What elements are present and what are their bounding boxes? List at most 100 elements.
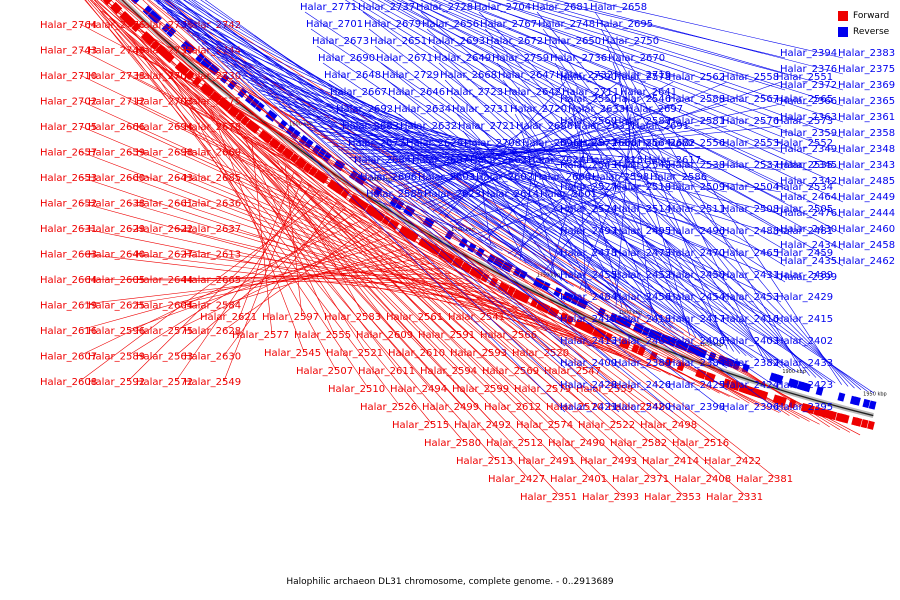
- reverse-gene-leader: [368, 0, 786, 235]
- reverse-gene-leader: [200, 0, 782, 391]
- forward-gene-label: Halar_2422: [704, 456, 761, 467]
- reverse-gene-label: Halar_2543: [560, 160, 617, 171]
- forward-gene-arrow: [240, 115, 250, 126]
- forward-gene-label: Halar_2547: [544, 366, 601, 377]
- forward-gene-label: Halar_2644: [136, 275, 193, 286]
- reverse-gene-label: Halar_2425: [668, 380, 725, 391]
- reverse-gene-label: Halar_2588: [668, 94, 725, 105]
- reverse-gene-label: Halar_2366: [780, 96, 837, 107]
- forward-gene-leader: [127, 176, 613, 353]
- forward-gene-leader: [89, 0, 495, 425]
- reverse-gene-leader: [484, 181, 540, 242]
- reverse-gene-leader: [410, 147, 568, 284]
- forward-gene-arrow: [851, 416, 860, 426]
- reverse-gene-label: Halar_2460: [838, 224, 895, 235]
- reverse-gene-label: Halar_2345: [780, 160, 837, 171]
- reverse-gene-label: Halar_2415: [776, 314, 833, 325]
- reverse-gene-label: Halar_2617: [644, 155, 701, 166]
- reverse-gene-leader: [370, 198, 468, 232]
- reverse-gene-leader: [487, 0, 786, 91]
- forward-gene-label: Halar_2616: [40, 326, 97, 337]
- forward-gene-leader: [110, 0, 591, 479]
- forward-gene-label: Halar_2381: [736, 474, 793, 485]
- forward-gene-label: Halar_2637: [184, 224, 241, 235]
- forward-gene-leader: [170, 74, 337, 371]
- reverse-gene-label: Halar_2416: [722, 314, 779, 325]
- forward-gene-leader: [178, 81, 553, 353]
- reverse-gene-arrow: [311, 144, 322, 155]
- forward-gene-label: Halar_2583: [324, 312, 381, 323]
- forward-gene-leader: [127, 49, 810, 422]
- forward-gene-arrow: [179, 65, 190, 76]
- forward-gene-label: Halar_2625: [88, 301, 145, 312]
- forward-gene-label: Halar_2577: [232, 330, 289, 341]
- reverse-gene-leader: [473, 181, 656, 235]
- forward-gene-leader: [104, 0, 589, 443]
- reverse-gene-label: Halar_2581: [668, 116, 725, 127]
- reverse-gene-leader: [344, 0, 786, 283]
- forward-gene-label: Halar_2698: [136, 148, 193, 159]
- reverse-gene-label: Halar_2708: [464, 138, 521, 149]
- forward-gene-leader: [104, 0, 619, 425]
- reverse-gene-leader: [168, 0, 674, 347]
- scale-tick-label: 1650 kbp: [369, 177, 393, 183]
- reverse-gene-label: Halar_2573: [776, 116, 833, 127]
- forward-gene-label: Halar_2608: [40, 377, 97, 388]
- reverse-gene-label: Halar_2720: [510, 104, 567, 115]
- reverse-gene-label: Halar_2553: [722, 138, 779, 149]
- forward-gene-label: Halar_2622: [136, 224, 193, 235]
- reverse-gene-label: Halar_2641: [620, 87, 677, 98]
- reverse-gene-label: Halar_2358: [838, 128, 895, 139]
- reverse-gene-label: Halar_2458: [838, 240, 895, 251]
- reverse-gene-arrow: [797, 381, 806, 391]
- forward-gene-label: Halar_2678: [184, 122, 241, 133]
- reverse-gene-label: Halar_2534: [776, 182, 833, 193]
- reverse-gene-label: Halar_2552: [776, 138, 833, 149]
- reverse-gene-label: Halar_2462: [838, 256, 895, 267]
- reverse-gene-label: Halar_2449: [838, 192, 895, 203]
- reverse-gene-arrow: [868, 400, 877, 410]
- legend-item-reverse: Reverse: [838, 24, 889, 40]
- reverse-gene-leader: [172, 16, 620, 303]
- forward-gene-label: Halar_2516: [672, 438, 729, 449]
- forward-gene-label: Halar_2549: [184, 377, 241, 388]
- reverse-gene-label: Halar_2418: [614, 314, 671, 325]
- forward-gene-label: Halar_2659: [88, 148, 145, 159]
- reverse-gene-label: Halar_2450: [668, 270, 725, 281]
- reverse-gene-leader: [181, 25, 782, 281]
- reverse-gene-label: Halar_2465: [722, 248, 779, 259]
- reverse-gene-label: Halar_2384: [668, 358, 725, 369]
- forward-gene-label: Halar_2666: [88, 122, 145, 133]
- reverse-gene-label: Halar_2686: [516, 121, 573, 132]
- reverse-gene-leader: [578, 130, 586, 293]
- forward-gene-label: Halar_2702: [40, 97, 97, 108]
- reverse-gene-label: Halar_2633: [568, 104, 625, 115]
- reverse-gene-leader: [420, 11, 862, 390]
- reverse-gene-arrow: [686, 344, 696, 354]
- reverse-gene-leader: [365, 125, 782, 169]
- reverse-gene-label: Halar_2511: [668, 204, 725, 215]
- reverse-gene-label: Halar_2646: [388, 87, 445, 98]
- forward-gene-leader: [102, 0, 561, 497]
- reverse-gene-label: Halar_2456: [614, 292, 671, 303]
- reverse-gene-label: Halar_2670: [608, 53, 665, 64]
- reverse-gene-label: Halar_2407: [614, 336, 671, 347]
- reverse-gene-leader: [364, 181, 503, 251]
- reverse-gene-label: Halar_2651: [370, 36, 427, 47]
- reverse-gene-leader: [487, 0, 844, 123]
- forward-gene-arrow: [131, 22, 142, 33]
- reverse-gene-arrow: [487, 253, 497, 264]
- reverse-gene-label: Halar_2649: [434, 53, 491, 64]
- forward-gene-label: Halar_2611: [358, 366, 415, 377]
- reverse-gene-label: Halar_2736: [550, 53, 607, 64]
- forward-gene-arrow: [268, 137, 279, 148]
- forward-gene-label: Halar_2545: [264, 348, 321, 359]
- forward-gene-label: Halar_2584: [184, 301, 241, 312]
- reverse-gene-leader: [587, 0, 844, 59]
- forward-gene-leader: [235, 128, 397, 335]
- forward-gene-leader: [79, 100, 740, 401]
- reverse-gene-label: Halar_2361: [838, 112, 895, 123]
- reverse-gene-leader: [514, 113, 629, 312]
- reverse-gene-arrow: [166, 27, 177, 38]
- reverse-gene-leader: [421, 81, 782, 205]
